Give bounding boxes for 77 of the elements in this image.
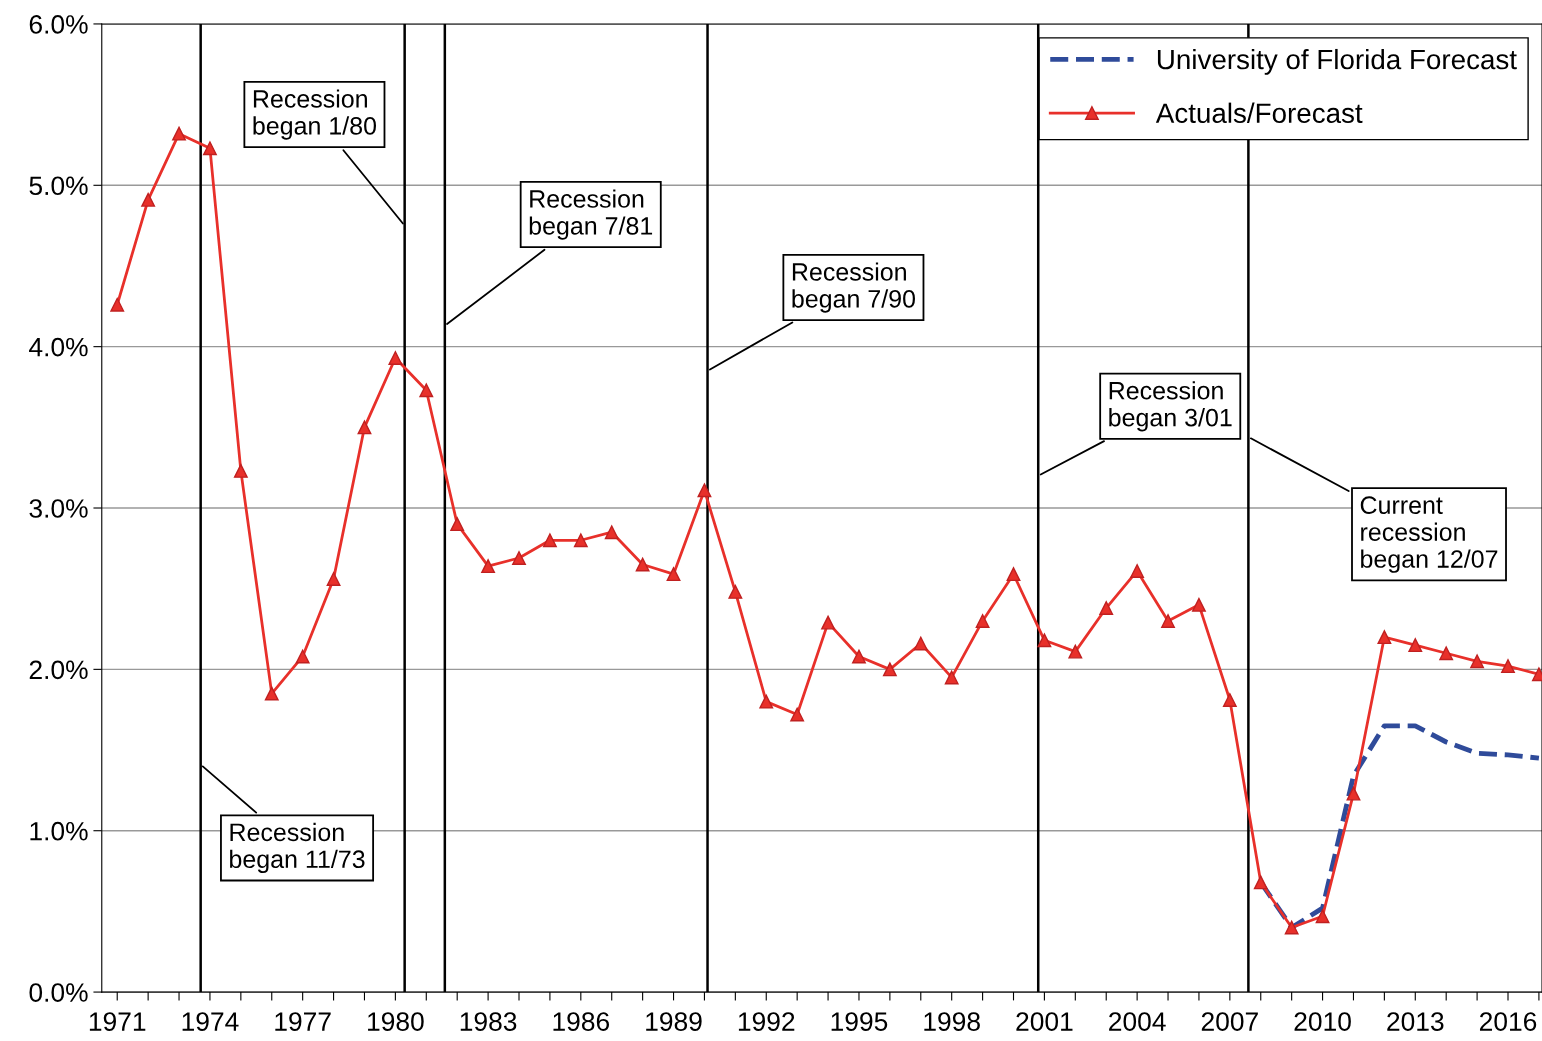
point xyxy=(450,517,465,532)
x-tick-label: 2004 xyxy=(1109,1012,1166,1031)
annotation: Recession began 7/81 xyxy=(529,189,653,240)
annotation: Current recession began 12/07 xyxy=(1360,496,1498,573)
annotation: Recession began 1/80 xyxy=(253,89,377,140)
y-tick-label: 4.0% xyxy=(29,337,88,357)
x-tick-label: 1977 xyxy=(275,1012,331,1031)
point xyxy=(1130,563,1145,578)
annotation: Recession began 7/90 xyxy=(792,262,916,313)
point xyxy=(264,686,279,701)
y-tick-label: 1.0% xyxy=(30,821,88,841)
point xyxy=(1408,638,1423,653)
point xyxy=(944,670,959,685)
point xyxy=(419,383,434,398)
x-tick-label: 2001 xyxy=(1016,1012,1073,1031)
x-tick-label: 1980 xyxy=(368,1012,424,1031)
point xyxy=(202,141,217,156)
point xyxy=(1037,633,1052,648)
point xyxy=(1099,601,1114,615)
point xyxy=(1439,646,1454,661)
y-tick-label: 0.0% xyxy=(29,983,88,1002)
point xyxy=(512,551,526,565)
x-tick-label: 2010 xyxy=(1294,1012,1351,1031)
point xyxy=(759,694,774,709)
point xyxy=(882,662,897,677)
point xyxy=(604,525,619,540)
point xyxy=(542,533,557,548)
y-tick-label: 5.0% xyxy=(29,176,88,196)
annotation: Recession began 3/01 xyxy=(1109,381,1232,432)
x-tick-label: 1998 xyxy=(924,1012,980,1031)
point xyxy=(666,567,681,582)
point xyxy=(728,584,743,599)
point xyxy=(1346,786,1361,801)
x-tick-label: 1992 xyxy=(738,1012,795,1031)
point xyxy=(697,483,712,498)
point xyxy=(172,126,186,141)
annotation: Recession began 11/73 xyxy=(230,822,365,874)
point xyxy=(790,707,805,722)
x-tick-label: 2007 xyxy=(1201,1012,1258,1031)
point xyxy=(1501,659,1515,674)
legend-label: University of Florida Forecast xyxy=(1157,48,1517,75)
point xyxy=(110,297,125,312)
x-tick-label: 1995 xyxy=(831,1012,888,1031)
point xyxy=(1006,567,1021,582)
point xyxy=(1315,909,1330,924)
point xyxy=(481,559,496,574)
x-tick-label: 1986 xyxy=(553,1012,610,1031)
point xyxy=(975,614,990,628)
x-tick-label: 1971 xyxy=(89,1012,146,1031)
point xyxy=(821,615,836,630)
y-tick-label: 6.0% xyxy=(29,15,88,34)
x-tick-label: 1983 xyxy=(460,1012,517,1031)
point xyxy=(573,533,588,548)
point xyxy=(1161,614,1175,628)
point xyxy=(1222,693,1237,707)
point xyxy=(1253,875,1268,890)
y-tick-label: 3.0% xyxy=(29,499,88,518)
x-tick-label: 2016 xyxy=(1479,1012,1537,1031)
point xyxy=(233,463,248,478)
x-tick-label: 1989 xyxy=(646,1012,702,1031)
point xyxy=(357,420,372,435)
point xyxy=(141,192,156,207)
point xyxy=(635,557,650,572)
point xyxy=(1377,630,1392,645)
point xyxy=(852,649,866,664)
y-tick-label: 2.0% xyxy=(29,660,88,680)
point xyxy=(1191,597,1206,612)
point xyxy=(326,572,341,586)
point xyxy=(1470,654,1485,669)
point xyxy=(388,351,403,365)
point xyxy=(1284,920,1299,935)
point xyxy=(913,636,928,651)
point xyxy=(295,649,310,664)
legend-label: Actuals/Forecast xyxy=(1155,102,1363,124)
x-tick-label: 2013 xyxy=(1387,1012,1444,1031)
x-tick-label: 1974 xyxy=(182,1012,239,1031)
point xyxy=(1068,644,1083,659)
